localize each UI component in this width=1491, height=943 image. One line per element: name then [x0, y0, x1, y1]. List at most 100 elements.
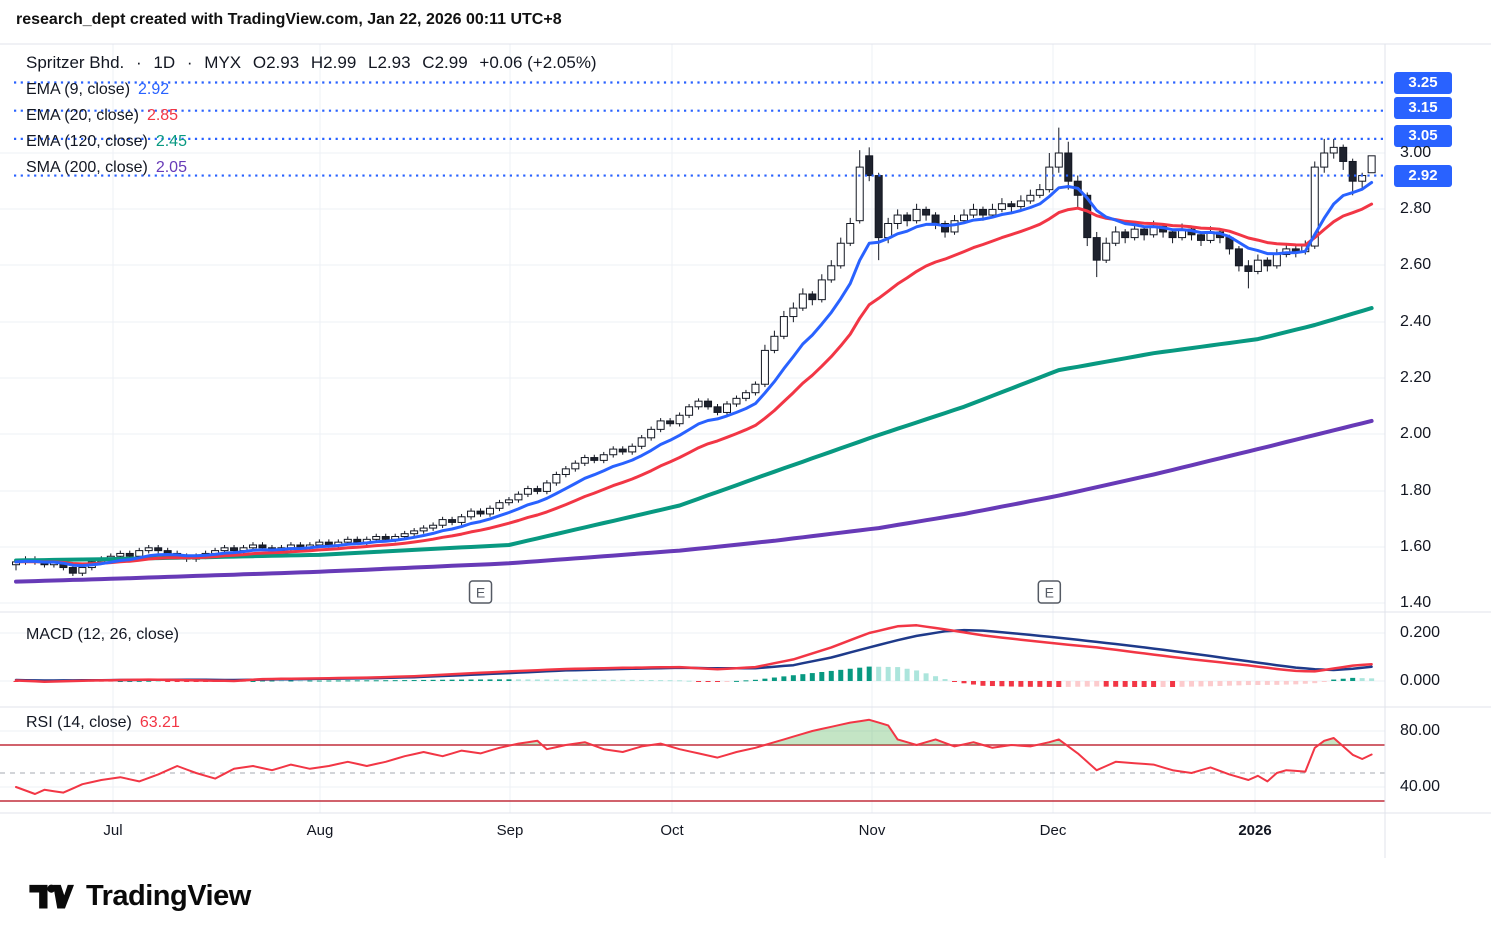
indicator-legend-ema20[interactable]: EMA (20, close) 2.85: [26, 107, 178, 125]
macd-histogram-bar: [449, 679, 455, 681]
interval-label[interactable]: 1D: [153, 53, 176, 72]
indicator-legend-ema120[interactable]: EMA (120, close) 2.45: [26, 133, 187, 151]
candle-body: [1111, 231, 1120, 244]
symbol-name[interactable]: Spritzer Bhd.: [26, 53, 125, 72]
macd-histogram-bar: [487, 679, 493, 681]
time-axis-label: Sep: [496, 822, 524, 839]
candle-body: [343, 538, 352, 543]
time-axis-label-year: 2026: [1238, 822, 1272, 839]
close-value: C2.99: [422, 53, 468, 72]
candle-body: [978, 208, 987, 216]
macd-histogram-bar: [838, 669, 844, 681]
macd-histogram-bar: [1274, 681, 1280, 685]
candle-body: [1035, 189, 1044, 196]
candle-body: [751, 383, 760, 394]
candle-body: [504, 499, 513, 504]
macd-histogram-bar: [1113, 681, 1119, 687]
macd-histogram-bar: [1189, 681, 1195, 687]
macd-histogram-bar: [980, 681, 986, 686]
candle-body: [144, 547, 153, 552]
macd-histogram-bar: [1122, 681, 1128, 687]
macd-histogram-bar: [1160, 681, 1166, 687]
macd-histogram-bar: [515, 679, 521, 681]
macd-histogram-bar: [1264, 681, 1270, 685]
macd-histogram-bar: [942, 679, 948, 681]
macd-histogram-bar: [1094, 681, 1100, 687]
macd-histogram-bar: [1046, 681, 1052, 687]
macd-histogram-bar: [1207, 681, 1213, 687]
candle-body: [448, 519, 457, 523]
macd-histogram-bar: [364, 680, 370, 682]
price-axis-tick: 3.00: [1400, 144, 1432, 161]
earnings-marker[interactable]: [1037, 580, 1062, 604]
candle-body: [1083, 194, 1092, 239]
candle-body: [903, 214, 912, 222]
macd-histogram-bar: [1027, 681, 1033, 687]
macd-histogram-bar: [970, 681, 976, 685]
candle-body: [817, 279, 826, 301]
macd-histogram-bar: [1321, 681, 1327, 682]
rsi-pane-label[interactable]: RSI (14, close) 63.21: [26, 714, 180, 732]
candle-body: [1130, 228, 1139, 239]
macd-histogram-bar: [1056, 681, 1062, 687]
macd-histogram-bar: [383, 680, 389, 682]
macd-histogram-bar: [1369, 678, 1375, 681]
macd-pane-label[interactable]: MACD (12, 26, close): [26, 626, 179, 644]
indicator-label: SMA (200, close): [26, 159, 148, 176]
macd-histogram-bar: [563, 679, 569, 681]
macd-histogram-bar: [610, 679, 616, 681]
macd-histogram-bar: [534, 679, 540, 681]
exchange-label: MYX: [204, 53, 242, 72]
candle-body: [125, 552, 134, 557]
candle-body: [514, 493, 523, 501]
rsi-axis-tick: 40.00: [1400, 778, 1441, 795]
macd-histogram-bar: [648, 680, 654, 682]
candle-body: [1329, 146, 1338, 154]
candle-body: [457, 516, 466, 523]
candle-body: [599, 454, 608, 461]
symbol-title-row: Spritzer Bhd. · 1D · MYX O2.93 H2.99 L2.…: [26, 53, 604, 73]
candle-body: [154, 547, 163, 552]
macd-histogram-bar: [933, 676, 939, 681]
candle-body: [931, 214, 940, 224]
earnings-marker[interactable]: [468, 580, 493, 604]
candle-body: [1234, 248, 1243, 267]
macd-histogram-bar: [572, 679, 578, 681]
tradingview-logo[interactable]: TradingView: [28, 876, 251, 916]
tradingview-logo-text: TradingView: [86, 879, 251, 912]
macd-histogram-bar: [373, 680, 379, 682]
candle-body: [580, 457, 589, 464]
macd-axis-tick: 0.200: [1400, 624, 1441, 641]
candle-body: [315, 541, 324, 546]
candle-body: [666, 420, 675, 425]
indicator-legend-ema9[interactable]: EMA (9, close) 2.92: [26, 81, 169, 99]
candle-body: [609, 448, 618, 456]
candle-body: [258, 544, 267, 549]
low-value: L2.93: [368, 53, 411, 72]
rsi-overbought-fill: [764, 719, 917, 745]
macd-histogram-bar: [743, 680, 749, 682]
macd-histogram-bar: [1084, 681, 1090, 687]
candle-body: [732, 397, 741, 405]
indicator-legend-sma200[interactable]: SMA (200, close) 2.05: [26, 159, 187, 177]
macd-histogram-bar: [307, 680, 313, 682]
candle-body: [628, 445, 637, 453]
candle-body: [135, 550, 144, 557]
candle-body: [865, 155, 874, 177]
price-axis-tick: 1.80: [1400, 482, 1432, 499]
macd-histogram-bar: [127, 680, 133, 682]
price-axis-tick: 2.80: [1400, 200, 1432, 217]
macd-histogram-bar: [1170, 681, 1176, 687]
macd-histogram-bar: [857, 667, 863, 681]
macd-histogram-bar: [174, 681, 180, 682]
macd-histogram-bar: [952, 681, 958, 682]
candle-body: [486, 507, 494, 515]
earnings-marker-label: E: [1045, 585, 1054, 601]
candle-body: [116, 552, 125, 557]
candle-body: [1310, 166, 1319, 247]
macd-histogram-bar: [752, 679, 758, 681]
indicator-value: 2.92: [138, 81, 170, 98]
macd-histogram-bar: [989, 681, 995, 687]
candle-body: [874, 175, 883, 239]
